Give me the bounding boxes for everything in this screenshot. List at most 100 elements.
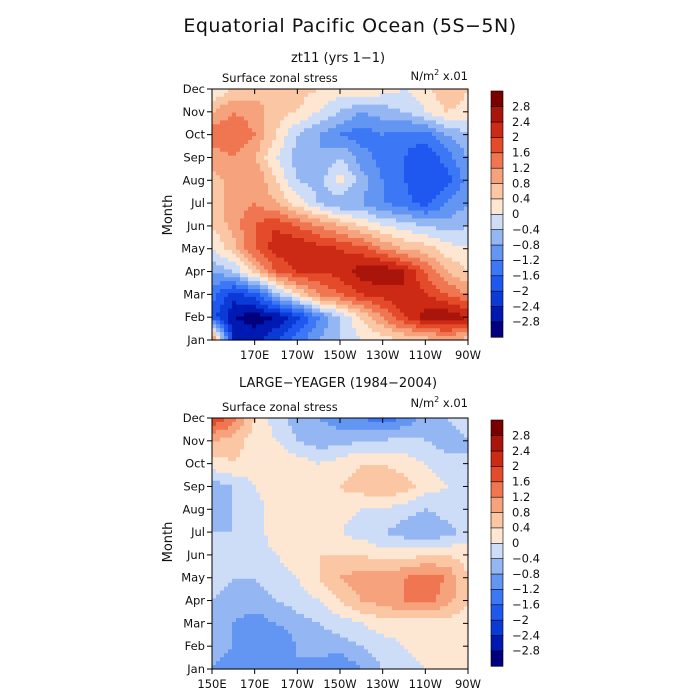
heatmap-cell (340, 151, 345, 157)
heatmap-cell (344, 92, 349, 98)
heatmap-cell (392, 210, 397, 216)
heatmap-cell (376, 190, 381, 196)
heatmap-cell (280, 277, 285, 282)
heatmap-cell (260, 175, 265, 180)
heatmap-cell (392, 151, 397, 157)
heatmap-cell (364, 171, 369, 176)
heatmap-cell (260, 194, 265, 200)
heatmap-cell (216, 296, 221, 302)
heatmap-cell (444, 336, 449, 341)
heatmap-cell (440, 171, 445, 176)
heatmap-cell (420, 210, 425, 216)
heatmap-cell (324, 187, 329, 192)
heatmap-cell (252, 226, 257, 231)
heatmap-cell (432, 206, 437, 212)
heatmap-cell (280, 300, 285, 306)
heatmap-cell (224, 112, 229, 118)
heatmap-cell (284, 296, 289, 302)
heatmap-cell (428, 206, 433, 212)
heatmap-cell (448, 89, 453, 94)
heatmap-cell (212, 249, 217, 255)
heatmap-cell (400, 300, 405, 306)
heatmap-cell (432, 285, 437, 290)
heatmap-cell (320, 289, 325, 294)
heatmap-cell (296, 445, 301, 450)
heatmap-cell (408, 136, 413, 141)
heatmap-cell (336, 285, 341, 290)
heatmap-cell (348, 190, 353, 196)
heatmap-cell (280, 449, 285, 454)
heatmap-cell (428, 222, 433, 227)
heatmap-cell (344, 289, 349, 294)
heatmap-cell (416, 265, 421, 270)
heatmap-cell (312, 143, 317, 149)
heatmap-cell (456, 332, 461, 337)
heatmap-cell (228, 147, 233, 153)
heatmap-cell (332, 151, 337, 157)
heatmap-cell (292, 167, 297, 172)
heatmap-cell (236, 421, 241, 427)
heatmap-cell (312, 139, 317, 145)
heatmap-cell (332, 249, 337, 255)
heatmap-cell (280, 136, 285, 141)
heatmap-cell (308, 328, 313, 333)
heatmap-cell (296, 273, 301, 278)
heatmap-cell (292, 418, 297, 423)
heatmap-cell (340, 155, 345, 161)
heatmap-cell (360, 226, 365, 231)
panel-bottom-units: N/m2 x.01 (410, 395, 468, 410)
heatmap-cell (452, 100, 457, 106)
heatmap-cell (380, 139, 385, 145)
heatmap-cell (228, 183, 233, 188)
heatmap-cell (404, 425, 409, 431)
heatmap-cell (428, 300, 433, 306)
heatmap-cell (332, 429, 337, 435)
heatmap-cell (236, 316, 241, 321)
heatmap-cell (268, 257, 273, 263)
heatmap-cell (288, 124, 293, 129)
heatmap-cell (336, 136, 341, 141)
heatmap-cell (300, 273, 305, 278)
heatmap-cell (296, 418, 301, 423)
heatmap-cell (376, 449, 381, 454)
heatmap-cell (432, 222, 437, 227)
heatmap-cell (388, 136, 393, 141)
heatmap-cell (288, 218, 293, 223)
heatmap-cell (304, 155, 309, 161)
heatmap-cell (348, 265, 353, 270)
heatmap-cell (328, 253, 333, 259)
heatmap-cell (296, 300, 301, 306)
heatmap-cell (292, 187, 297, 192)
heatmap-cell (456, 116, 461, 121)
heatmap-cell (280, 155, 285, 161)
heatmap-cell (240, 316, 245, 321)
heatmap-cell (240, 445, 245, 450)
heatmap-cell (384, 175, 389, 180)
heatmap-cell (280, 214, 285, 220)
heatmap-cell (448, 194, 453, 200)
heatmap-cell (396, 194, 401, 200)
heatmap-cell (424, 421, 429, 427)
heatmap-cell (232, 277, 237, 282)
heatmap-cell (240, 100, 245, 106)
heatmap-cell (460, 202, 465, 208)
heatmap-cell (296, 167, 301, 172)
heatmap-cell (336, 151, 341, 157)
heatmap-cell (440, 230, 445, 235)
heatmap-cell (392, 418, 397, 423)
heatmap-cell (424, 163, 429, 169)
heatmap-cell (292, 253, 297, 259)
heatmap-cell (352, 253, 357, 259)
heatmap-cell (328, 132, 333, 137)
heatmap-cell (456, 234, 461, 239)
heatmap-cell (284, 128, 289, 133)
heatmap-cell (244, 296, 249, 302)
heatmap-cell (280, 265, 285, 270)
heatmap-cell (272, 433, 277, 439)
heatmap-cell (212, 304, 217, 310)
heatmap-cell (332, 332, 337, 337)
heatmap-cell (444, 281, 449, 286)
heatmap-cell (392, 300, 397, 306)
heatmap-cell (448, 159, 453, 165)
heatmap-cell (376, 437, 381, 443)
